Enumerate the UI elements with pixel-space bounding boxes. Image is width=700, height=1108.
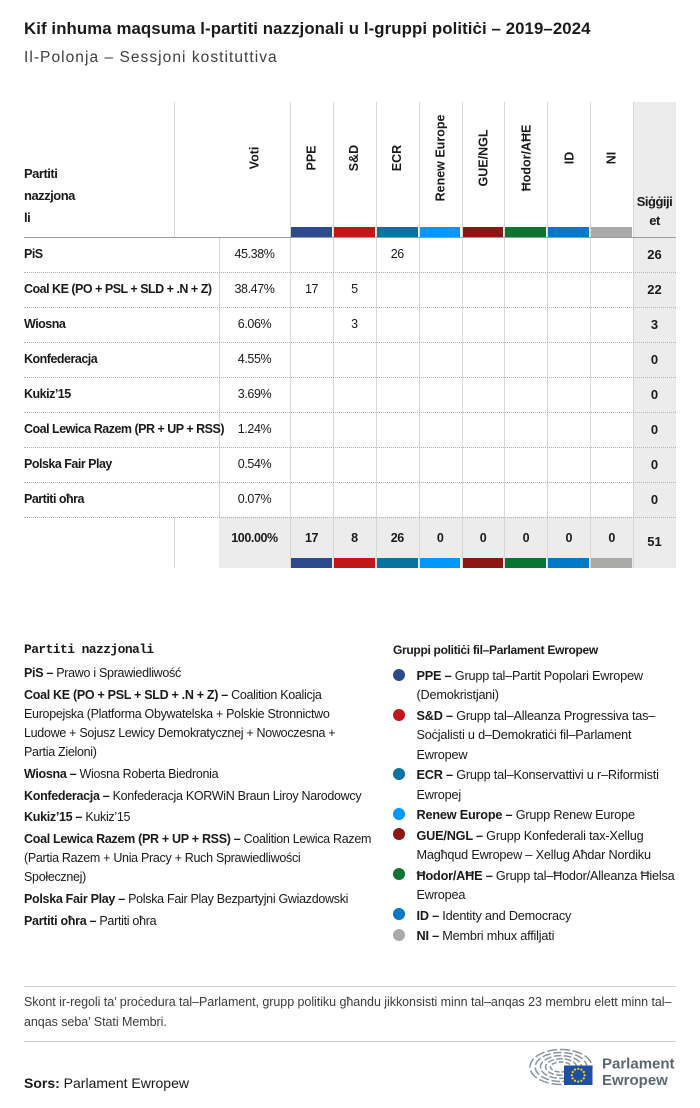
svg-text:Parlament: Parlament [602,1056,675,1073]
svg-text:Ewropew: Ewropew [602,1072,668,1089]
